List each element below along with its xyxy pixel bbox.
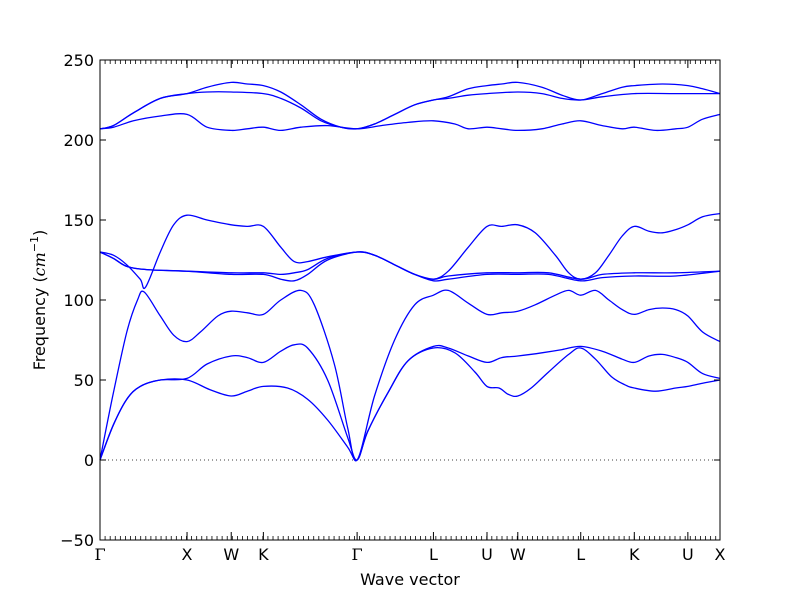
x-tick-label: U bbox=[682, 545, 694, 564]
x-tick-label: U bbox=[481, 545, 493, 564]
series-line-2 bbox=[99, 343, 721, 461]
x-tick-label: Γ bbox=[94, 545, 105, 564]
y-tick-label: 0 bbox=[84, 451, 94, 470]
x-tick-label: X bbox=[715, 545, 726, 564]
series-line-1 bbox=[99, 346, 721, 462]
y-tick-label: 50 bbox=[74, 371, 94, 390]
y-axis-label-exp: −1 bbox=[28, 236, 41, 252]
y-axis-label-unit: cm bbox=[30, 252, 49, 276]
series-group bbox=[99, 81, 721, 462]
series-line-6 bbox=[99, 251, 721, 280]
plot-frame bbox=[99, 59, 721, 541]
x-tick-label: W bbox=[510, 545, 526, 564]
y-tick-label: −50 bbox=[60, 531, 94, 550]
y-tick-label: 200 bbox=[63, 131, 94, 150]
x-tick-label: K bbox=[258, 545, 269, 564]
series-line-9 bbox=[99, 81, 721, 130]
y-axis-label-close: ) bbox=[30, 230, 49, 236]
series-line-4 bbox=[99, 212, 721, 290]
series-line-7 bbox=[99, 113, 721, 132]
x-tick-label: K bbox=[629, 545, 640, 564]
x-tick-label: L bbox=[429, 545, 438, 564]
y-axis-label-text: Frequency ( bbox=[30, 276, 49, 370]
x-tick-label: W bbox=[223, 545, 239, 564]
y-axis-ticks: −50 0 50 100 150 200 250 bbox=[60, 51, 720, 550]
x-tick-label: Γ bbox=[352, 545, 363, 564]
y-axis-label: Frequency (cm−1) bbox=[28, 230, 49, 371]
y-tick-label: 100 bbox=[63, 291, 94, 310]
y-tick-label: 150 bbox=[63, 211, 94, 230]
x-axis-label: Wave vector bbox=[360, 570, 460, 589]
x-axis-minor-ticks bbox=[99, 60, 717, 540]
series-line-5 bbox=[99, 251, 721, 282]
series-line-8 bbox=[99, 91, 720, 130]
y-tick-label: 250 bbox=[63, 51, 94, 70]
series-line-3 bbox=[99, 289, 721, 462]
x-tick-label: L bbox=[576, 545, 585, 564]
x-tick-label: X bbox=[182, 545, 193, 564]
